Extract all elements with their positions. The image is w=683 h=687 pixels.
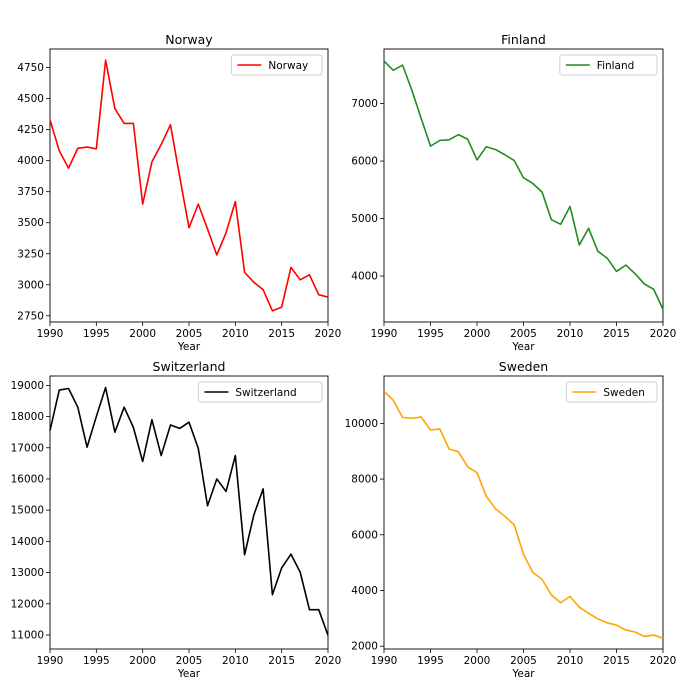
x-tick-label: 1995 bbox=[83, 655, 110, 667]
plot-frame bbox=[49, 375, 329, 650]
y-tick-label: 15000 bbox=[11, 505, 44, 517]
x-tick-label: 1990 bbox=[371, 328, 398, 340]
chart-title: Sweden bbox=[499, 359, 548, 374]
series-line-switzerland bbox=[49, 386, 329, 636]
legend-box bbox=[197, 381, 323, 403]
chart-switzerland: Switzerland 1990 1995 2000 2005 2010 2015 2020 1… bbox=[11, 359, 342, 680]
x-tick-label: 2015 bbox=[268, 328, 295, 340]
x-tick-label: 1990 bbox=[37, 328, 64, 340]
series-line-norway bbox=[49, 59, 329, 312]
x-tick-label: 2020 bbox=[315, 328, 342, 340]
legend-box bbox=[565, 381, 658, 403]
x-tick-label: 2015 bbox=[603, 328, 630, 340]
chart-finland: Finland 1990 1995 2000 2005 2010 2015 2020 4000 5… bbox=[351, 32, 676, 353]
y-tick-label: 3000 bbox=[17, 279, 44, 291]
y-tick-label: 8000 bbox=[351, 474, 378, 486]
x-tick-label: 2000 bbox=[129, 328, 156, 340]
x-tick-label: 1995 bbox=[417, 328, 444, 340]
y-tick-label: 14000 bbox=[11, 536, 44, 548]
y-tick-label: 10000 bbox=[345, 418, 378, 430]
y-tick-label: 2000 bbox=[351, 641, 378, 653]
y-tick-label: 2750 bbox=[17, 310, 44, 322]
x-tick-label: 1990 bbox=[371, 655, 398, 667]
chart-norway: Norway 1990 1995 2000 2005 2010 2015 2020 2750 30… bbox=[17, 32, 341, 353]
y-tick-label: 4750 bbox=[17, 62, 44, 74]
x-tick-label: 2020 bbox=[650, 655, 677, 667]
plot-frame bbox=[383, 375, 664, 650]
x-tick-label: 1995 bbox=[83, 328, 110, 340]
x-tick-label: 2015 bbox=[603, 655, 630, 667]
chart-title: Switzerland bbox=[153, 359, 226, 374]
x-axis-label: Year bbox=[177, 668, 201, 680]
y-tick-label: 16000 bbox=[11, 473, 44, 485]
chart-sweden: Sweden 1990 1995 2000 2005 2010 2015 2020 2000 40… bbox=[345, 359, 677, 680]
legend: Finland bbox=[559, 54, 658, 76]
x-tick-label: 2005 bbox=[510, 328, 537, 340]
series-line-sweden bbox=[383, 390, 664, 639]
y-tick-label: 17000 bbox=[11, 442, 44, 454]
x-tick-label: 2000 bbox=[464, 655, 491, 667]
y-tick-label: 6000 bbox=[351, 156, 378, 168]
legend-label: Norway bbox=[268, 60, 308, 72]
y-tick-label: 19000 bbox=[11, 380, 44, 392]
y-tick-label: 4000 bbox=[351, 585, 378, 597]
x-axis-label: Year bbox=[511, 668, 535, 680]
y-tick-label: 4250 bbox=[17, 124, 44, 136]
y-tick-label: 3500 bbox=[17, 217, 44, 229]
legend: Norway bbox=[230, 54, 323, 76]
x-tick-label: 2015 bbox=[268, 655, 295, 667]
y-tick-label: 6000 bbox=[351, 529, 378, 541]
x-tick-label: 2005 bbox=[176, 328, 203, 340]
legend: Sweden bbox=[565, 381, 658, 403]
y-tick-label: 3250 bbox=[17, 248, 44, 260]
x-axis-label: Year bbox=[511, 341, 535, 353]
y-tick-label: 7000 bbox=[351, 98, 378, 110]
y-tick-label: 12000 bbox=[11, 598, 44, 610]
y-tick-label: 13000 bbox=[11, 567, 44, 579]
plot-frame bbox=[49, 48, 329, 323]
legend-box bbox=[559, 54, 658, 76]
legend-label: Sweden bbox=[603, 387, 645, 399]
x-tick-label: 1995 bbox=[417, 655, 444, 667]
y-tick-label: 4000 bbox=[351, 271, 378, 283]
y-tick-label: 3750 bbox=[17, 186, 44, 198]
y-tick-label: 18000 bbox=[11, 411, 44, 423]
x-tick-label: 2010 bbox=[222, 655, 249, 667]
legend-label: Switzerland bbox=[235, 387, 296, 399]
series-line-finland bbox=[383, 60, 664, 310]
x-tick-label: 2000 bbox=[464, 328, 491, 340]
x-tick-label: 2020 bbox=[650, 328, 677, 340]
chart-title: Finland bbox=[501, 32, 546, 47]
x-tick-label: 2010 bbox=[222, 328, 249, 340]
x-tick-label: 2000 bbox=[129, 655, 156, 667]
x-tick-label: 2005 bbox=[510, 655, 537, 667]
x-tick-label: 2010 bbox=[557, 655, 584, 667]
y-tick-label: 4000 bbox=[17, 155, 44, 167]
x-tick-label: 2010 bbox=[557, 328, 584, 340]
y-tick-label: 11000 bbox=[11, 629, 44, 641]
x-tick-label: 2020 bbox=[315, 655, 342, 667]
x-tick-label: 1990 bbox=[37, 655, 64, 667]
x-tick-label: 2005 bbox=[176, 655, 203, 667]
y-tick-label: 5000 bbox=[351, 213, 378, 225]
legend-box bbox=[230, 54, 323, 76]
x-axis-label: Year bbox=[177, 341, 201, 353]
y-tick-label: 4500 bbox=[17, 93, 44, 105]
chart-title: Norway bbox=[165, 32, 213, 47]
legend-label: Finland bbox=[597, 60, 635, 72]
legend: Switzerland bbox=[197, 381, 323, 403]
plot-frame bbox=[383, 48, 664, 323]
